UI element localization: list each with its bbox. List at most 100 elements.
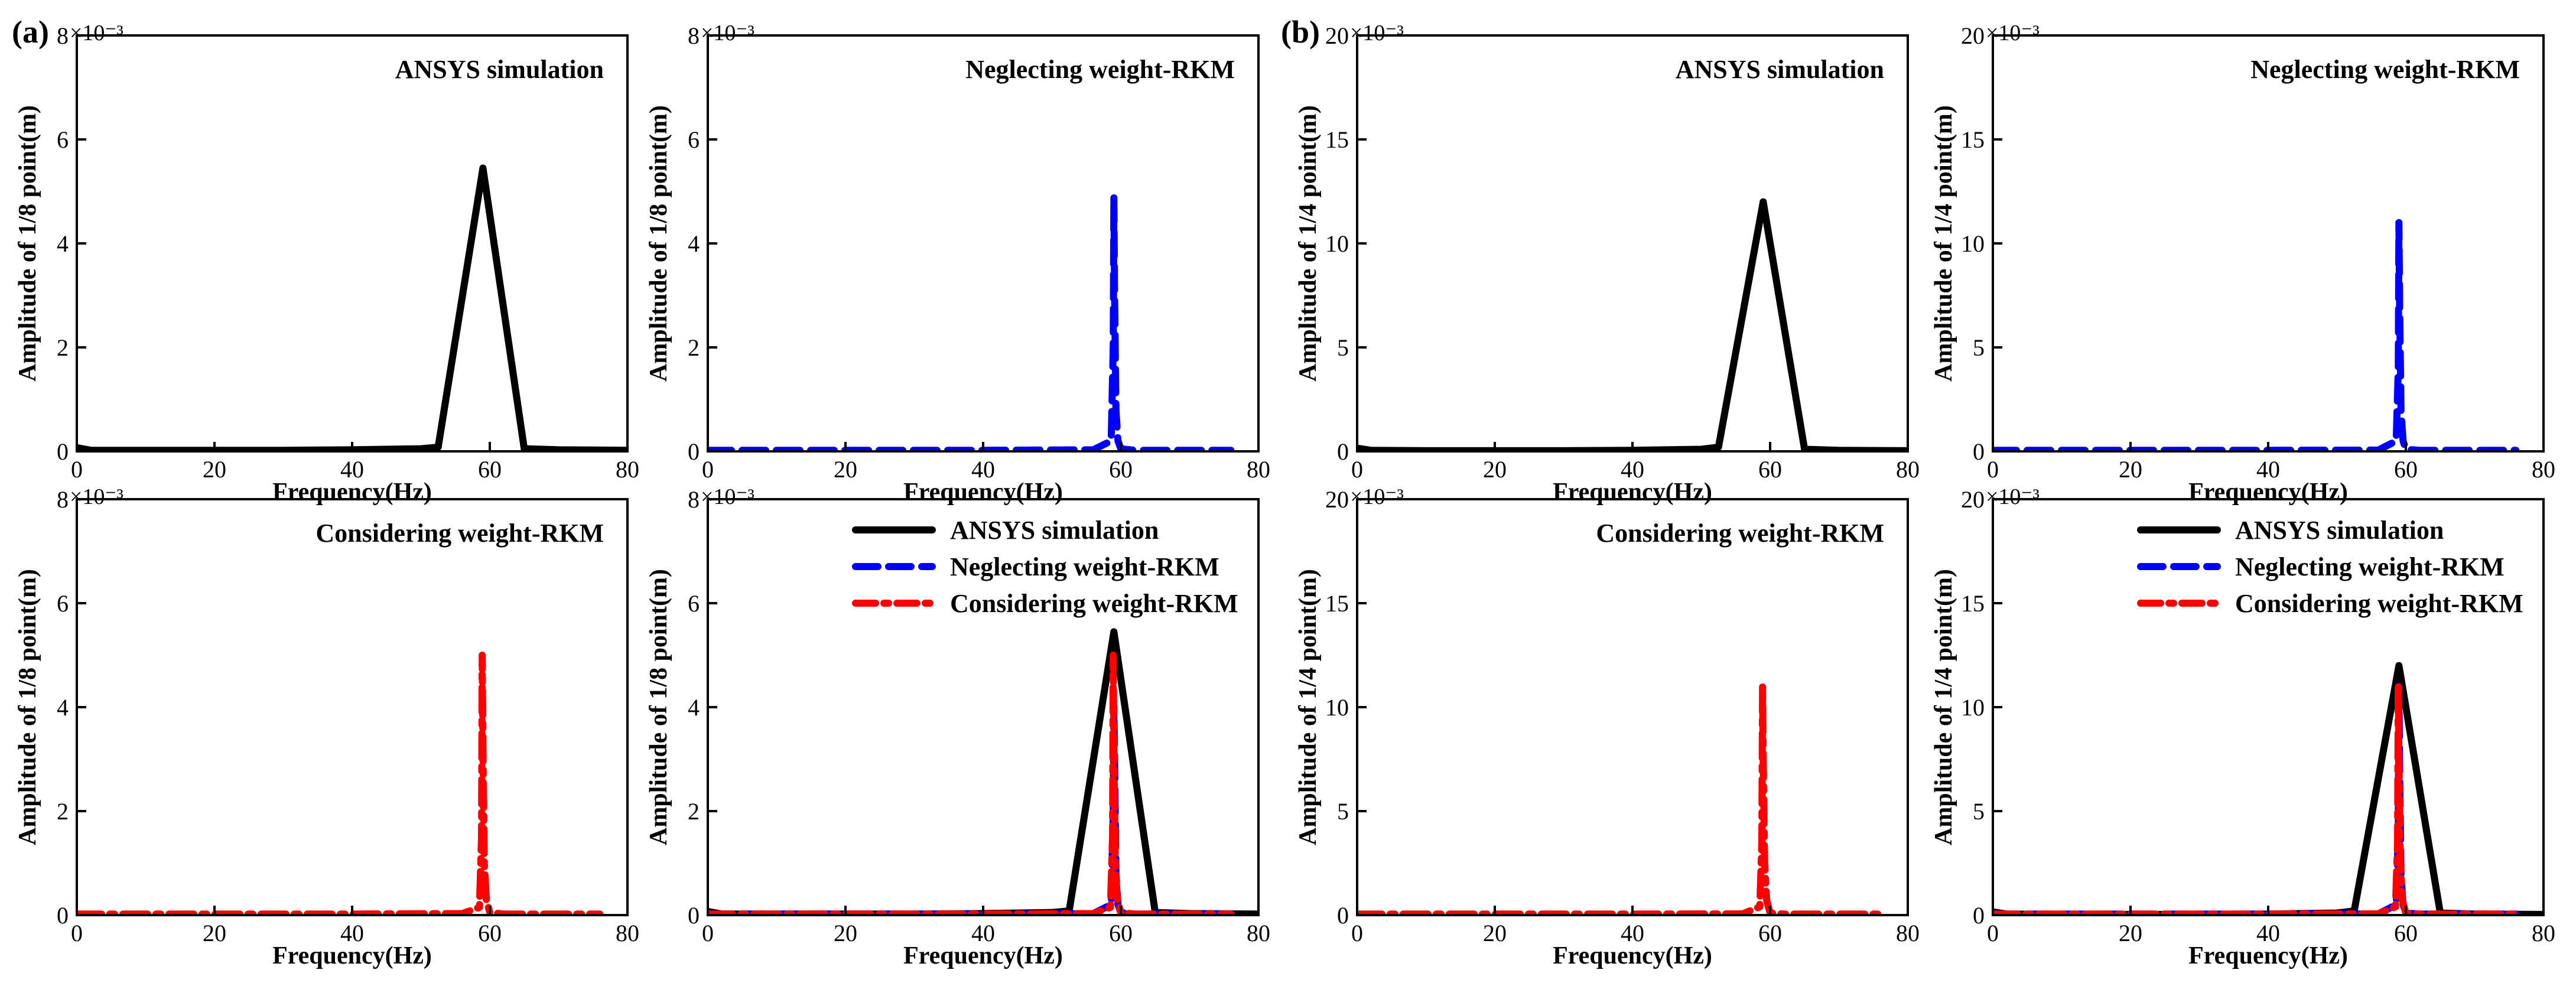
x-tick-label: 60 bbox=[2394, 920, 2418, 946]
y-tick-label: 5 bbox=[1973, 334, 1985, 361]
x-tick-label: 60 bbox=[478, 456, 502, 483]
x-tick-label: 60 bbox=[1758, 456, 1782, 483]
y-tick-label: 15 bbox=[1961, 590, 1985, 617]
x-axis-label: Frequency(Hz) bbox=[2188, 479, 2348, 506]
y-tick-label: 2 bbox=[57, 334, 69, 361]
x-tick-label: 60 bbox=[1109, 920, 1133, 946]
y-scale-label: ×10⁻³ bbox=[701, 484, 754, 509]
y-tick-label: 5 bbox=[1337, 798, 1349, 825]
x-tick-label: 0 bbox=[1987, 920, 1999, 946]
legend-label: ANSYS simulation bbox=[2235, 516, 2444, 545]
chart-title: Neglecting weight-RKM bbox=[2250, 55, 2520, 84]
x-tick-label: 60 bbox=[478, 920, 502, 946]
x-tick-label: 80 bbox=[1247, 920, 1270, 946]
x-tick-label: 0 bbox=[702, 920, 714, 946]
plot-frame bbox=[76, 34, 629, 453]
y-tick-label: 0 bbox=[57, 902, 69, 929]
y-scale-label: ×10⁻³ bbox=[70, 484, 123, 509]
series-line-neglecting-weight-rkm bbox=[708, 193, 1235, 451]
plot-frame bbox=[1356, 34, 1909, 453]
y-tick-label: 15 bbox=[1325, 126, 1349, 153]
y-scale-label: ×10⁻³ bbox=[701, 21, 754, 45]
y-axis-label: Amplitude of 1/4 point(m) bbox=[1294, 569, 1322, 845]
chart-title: ANSYS simulation bbox=[395, 55, 604, 84]
x-tick-label: 0 bbox=[1351, 920, 1363, 946]
plot-frame bbox=[1356, 498, 1909, 916]
panel-label-b: (b) bbox=[1281, 14, 1320, 50]
y-axis-label: Amplitude of 1/8 point(m) bbox=[14, 105, 41, 382]
legend-label: ANSYS simulation bbox=[950, 516, 1159, 545]
series-line-considering-weight-rkm bbox=[77, 652, 604, 915]
y-tick-label: 15 bbox=[1961, 126, 1985, 153]
series-line-considering-weight-rkm bbox=[1357, 682, 1884, 915]
y-tick-label: 10 bbox=[1325, 230, 1349, 257]
legend-label: Neglecting weight-RKM bbox=[950, 552, 1219, 581]
y-tick-label: 8 bbox=[688, 486, 700, 513]
x-tick-label: 0 bbox=[71, 920, 83, 946]
y-tick-label: 4 bbox=[57, 694, 69, 721]
x-axis-label: Frequency(Hz) bbox=[903, 479, 1063, 506]
chart-title: Considering weight-RKM bbox=[316, 519, 604, 548]
chart-title: ANSYS simulation bbox=[1676, 55, 1884, 84]
y-tick-label: 0 bbox=[1973, 438, 1985, 465]
y-tick-label: 0 bbox=[57, 438, 69, 465]
y-tick-label: 20 bbox=[1325, 486, 1349, 513]
y-tick-label: 8 bbox=[57, 22, 69, 49]
x-tick-label: 80 bbox=[2532, 920, 2555, 946]
y-tick-label: 4 bbox=[688, 694, 700, 721]
legend-label: Neglecting weight-RKM bbox=[2235, 552, 2505, 581]
x-tick-label: 20 bbox=[834, 456, 857, 483]
x-tick-label: 20 bbox=[1483, 920, 1507, 946]
y-tick-label: 10 bbox=[1325, 694, 1349, 721]
chart-3: 0 20 40 60 80 0 2 4 6 8 ×10⁻³ Frequency(Hz) Amplitud… bbox=[14, 484, 639, 969]
x-axis-label: Frequency(Hz) bbox=[272, 479, 432, 506]
x-tick-label: 20 bbox=[2119, 920, 2142, 946]
y-tick-label: 2 bbox=[688, 334, 700, 361]
x-tick-label: 40 bbox=[2256, 456, 2280, 483]
y-scale-label: ×10⁻³ bbox=[1986, 484, 2040, 509]
y-tick-label: 5 bbox=[1973, 798, 1985, 825]
y-tick-label: 10 bbox=[1961, 230, 1985, 257]
x-axis-label: Frequency(Hz) bbox=[903, 942, 1063, 969]
x-tick-label: 40 bbox=[971, 920, 995, 946]
y-tick-label: 5 bbox=[1337, 334, 1349, 361]
y-tick-label: 2 bbox=[688, 798, 700, 825]
y-tick-label: 8 bbox=[57, 486, 69, 513]
x-tick-label: 0 bbox=[71, 456, 83, 483]
y-scale-label: ×10⁻³ bbox=[1986, 21, 2040, 45]
series-line-ansys-simulation bbox=[1993, 662, 2544, 915]
plot-frame bbox=[1992, 34, 2545, 453]
y-tick-label: 4 bbox=[688, 230, 700, 257]
x-axis-label: Frequency(Hz) bbox=[272, 942, 432, 969]
x-tick-label: 0 bbox=[702, 456, 714, 483]
x-axis-label: Frequency(Hz) bbox=[1553, 479, 1712, 506]
y-tick-label: 8 bbox=[688, 22, 700, 49]
x-tick-label: 60 bbox=[2394, 456, 2418, 483]
y-tick-label: 0 bbox=[688, 438, 700, 465]
series-line-ansys-simulation bbox=[77, 164, 627, 451]
y-tick-label: 0 bbox=[1337, 902, 1349, 929]
x-tick-label: 40 bbox=[340, 920, 364, 946]
legend: ANSYS simulation Neglecting weight-RKM Con… bbox=[2137, 516, 2523, 618]
x-tick-label: 40 bbox=[2256, 920, 2280, 946]
y-tick-label: 20 bbox=[1961, 22, 1985, 49]
x-tick-label: 20 bbox=[203, 456, 226, 483]
y-axis-label: Amplitude of 1/4 point(m) bbox=[1930, 569, 1957, 845]
y-tick-label: 6 bbox=[688, 126, 700, 153]
y-scale-label: ×10⁻³ bbox=[70, 21, 123, 45]
x-axis-label: Frequency(Hz) bbox=[1553, 942, 1712, 969]
y-scale-label: ×10⁻³ bbox=[1350, 21, 1404, 45]
y-tick-label: 2 bbox=[57, 798, 69, 825]
y-axis-label: Amplitude of 1/8 point(m) bbox=[645, 569, 672, 845]
chart-title: Neglecting weight-RKM bbox=[965, 55, 1235, 84]
y-tick-label: 20 bbox=[1325, 22, 1349, 49]
y-tick-label: 4 bbox=[57, 230, 69, 257]
series-line-neglecting-weight-rkm bbox=[1993, 219, 2520, 451]
x-tick-label: 80 bbox=[1896, 920, 1920, 946]
x-tick-label: 80 bbox=[616, 456, 639, 483]
